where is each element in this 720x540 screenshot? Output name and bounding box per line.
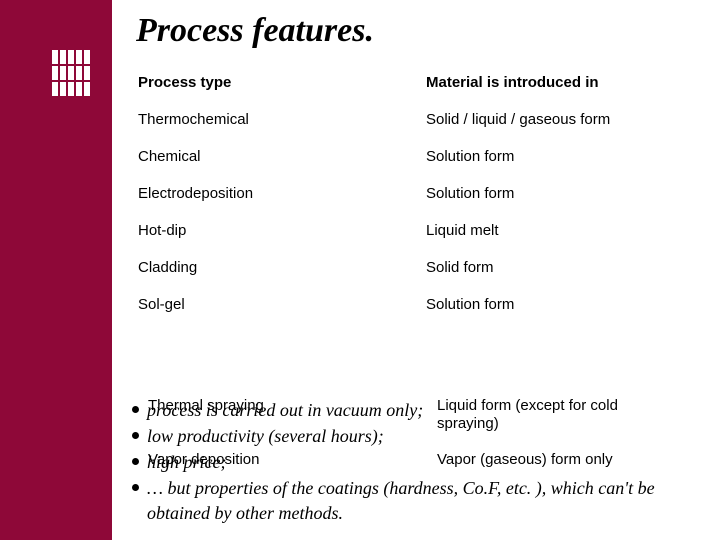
bullet-icon	[132, 458, 139, 465]
overlay-text: high price;	[147, 450, 226, 474]
cell-material: Solid / liquid / gaseous form	[418, 101, 706, 138]
overlay-text: low productivity (several hours);	[147, 424, 384, 448]
cell-process: Chemical	[130, 138, 418, 175]
col-header-material: Material is introduced in	[418, 64, 706, 101]
cell-process: Thermochemical	[130, 101, 418, 138]
list-item: Vapor deposition high price; Vapor (gase…	[130, 450, 706, 474]
page-title: Process features.	[130, 12, 706, 50]
table-row: Hot-dip Liquid melt	[130, 212, 706, 249]
sidebar-band	[0, 0, 112, 540]
logo-grid-icon	[52, 50, 90, 96]
cell-material: Solid form	[418, 249, 706, 286]
cell-material: Solution form	[418, 138, 706, 175]
cell-process: Hot-dip	[130, 212, 418, 249]
table-row: Chemical Solution form	[130, 138, 706, 175]
cell-process: Cladding	[130, 249, 418, 286]
cell-process: Electrodeposition	[130, 175, 418, 212]
process-table: Process type Material is introduced in T…	[130, 64, 706, 323]
table-row: Sol-gel Solution form	[130, 286, 706, 323]
cell-material: Solution form	[418, 286, 706, 323]
table-header-row: Process type Material is introduced in	[130, 64, 706, 101]
col-header-process: Process type	[130, 64, 418, 101]
table-row: Thermochemical Solid / liquid / gaseous …	[130, 101, 706, 138]
bullet-icon	[132, 406, 139, 413]
list-item: Thermal spraying process is carried out …	[130, 398, 706, 422]
cell-process: Sol-gel	[130, 286, 418, 323]
bullet-icon	[132, 432, 139, 439]
hidden-table-cell: Vapor (gaseous) form only	[437, 450, 613, 470]
bullet-icon	[132, 484, 139, 491]
overlay-bullet-list: Thermal spraying process is carried out …	[118, 398, 718, 527]
overlay-text: process is carried out in vacuum only;	[147, 398, 423, 422]
table-row: Cladding Solid form	[130, 249, 706, 286]
cell-material: Liquid melt	[418, 212, 706, 249]
hidden-table-cell: spraying)	[437, 414, 499, 434]
list-item: … but properties of the coatings (hardne…	[130, 476, 706, 525]
cell-material: Solution form	[418, 175, 706, 212]
list-item: low productivity (several hours);	[130, 424, 706, 448]
overlay-text: … but properties of the coatings (hardne…	[147, 476, 706, 525]
table-row: Electrodeposition Solution form	[130, 175, 706, 212]
